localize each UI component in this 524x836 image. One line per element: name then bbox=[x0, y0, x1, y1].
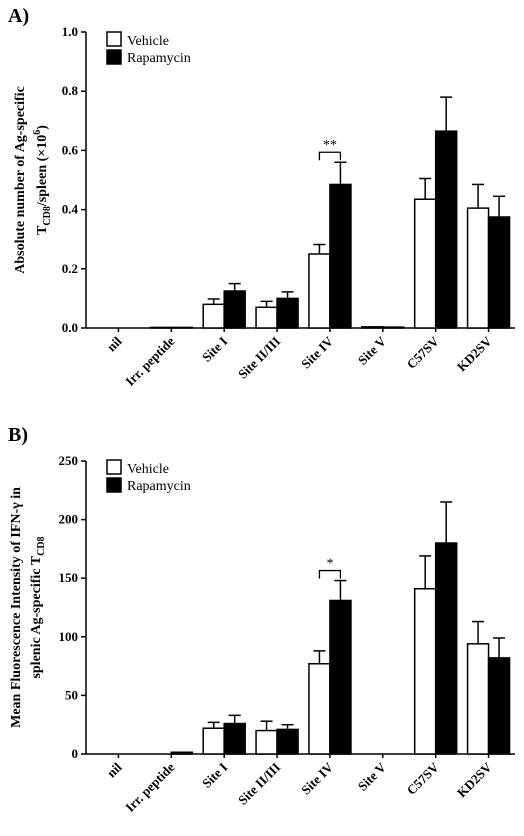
y-tick-label: 0.0 bbox=[62, 320, 78, 335]
y-tick-label: 50 bbox=[65, 687, 78, 702]
x-tick-label: KD2SV bbox=[454, 333, 495, 374]
x-tick-label: nil bbox=[104, 333, 125, 354]
panel-a-ylabel-end: ) bbox=[35, 125, 50, 130]
bar-rapamycin-site-v bbox=[382, 326, 405, 329]
panel-a-ylabel-t: T bbox=[35, 225, 50, 235]
bar-rapamycin-site-i bbox=[223, 290, 246, 329]
x-tick-label: Site V bbox=[355, 759, 390, 794]
panel-b-ylabel-line2: splenic Ag-specific TCD8 bbox=[29, 536, 47, 678]
x-tick-label: Site II/III bbox=[235, 760, 283, 808]
x-tick-label: Site IV bbox=[298, 333, 336, 371]
legend-label-vehicle: Vehicle bbox=[127, 462, 169, 477]
bar-vehicle-c57sv bbox=[413, 587, 437, 755]
x-tick-label: Site V bbox=[355, 333, 390, 368]
y-tick-label: 250 bbox=[59, 453, 79, 468]
legend-label-rapamycin: Rapamycin bbox=[127, 51, 191, 66]
bar-rapamycin-kd2sv bbox=[487, 657, 511, 755]
x-tick-label: nil bbox=[104, 759, 125, 780]
panel-a-ylabel: Absolute number of Ag-specific bbox=[13, 86, 28, 274]
y-tick-label: 0.6 bbox=[62, 142, 79, 157]
bar-rapamycin-c57sv bbox=[434, 542, 458, 755]
x-tick-label: Site II/III bbox=[235, 334, 283, 382]
significance-label: ** bbox=[323, 138, 337, 153]
panel-b-legend: Vehicle Rapamycin bbox=[106, 459, 191, 494]
x-tick-label: Site I bbox=[199, 334, 230, 365]
bar-rapamycin-site-ii-iii bbox=[276, 728, 299, 755]
y-tick-label: 1.0 bbox=[62, 24, 78, 39]
legend-swatch-rapamycin bbox=[106, 49, 122, 65]
legend-swatch-vehicle bbox=[106, 31, 122, 47]
x-tick-label: Irr. peptide bbox=[122, 333, 177, 388]
panel-a-ylabel-sup: 6 bbox=[32, 130, 43, 135]
significance-label: * bbox=[326, 557, 333, 572]
y-tick-label: 100 bbox=[59, 629, 79, 644]
y-tick-label: 0 bbox=[72, 746, 79, 761]
legend-swatch-vehicle bbox=[106, 459, 122, 475]
panel-a-ylabel-line2: TCD8/spleen (×106) bbox=[32, 125, 53, 235]
bar-vehicle-kd2sv bbox=[466, 643, 490, 755]
bar-rapamycin-site-iv bbox=[329, 599, 352, 755]
bar-vehicle-site-iv bbox=[308, 253, 331, 329]
bar-rapamycin-irr-peptide bbox=[170, 326, 194, 329]
panel-a-ylabel-rest: /spleen (×10 bbox=[35, 135, 50, 207]
bar-vehicle-site-ii-iii bbox=[255, 729, 278, 755]
legend-label-vehicle: Vehicle bbox=[127, 34, 169, 49]
panel-a-legend: Vehicle Rapamycin bbox=[106, 31, 191, 66]
bar-rapamycin-site-iv bbox=[329, 183, 352, 329]
bar-vehicle-site-v bbox=[361, 326, 384, 329]
legend-label-rapamycin: Rapamycin bbox=[127, 479, 191, 494]
y-tick-label: 200 bbox=[59, 512, 79, 527]
panel-b-ylabel-line1: Mean Fluorescence Intensity of IFN-γ in bbox=[9, 487, 24, 728]
y-tick-label: 150 bbox=[59, 570, 79, 585]
bar-vehicle-site-ii-iii bbox=[255, 306, 278, 329]
panel-a-label: A) bbox=[8, 5, 29, 27]
panel-a-ylabel-sub: CD8 bbox=[42, 206, 53, 225]
significance-bracket bbox=[318, 569, 342, 579]
panel-b-ylabel-sub: CD8 bbox=[36, 536, 47, 555]
panel-a: A) Absolute number of Ag-specific TCD8/s… bbox=[8, 5, 515, 389]
y-tick-label: 0.4 bbox=[62, 202, 79, 217]
panel-a-ylabel-line1: Absolute number of Ag-specific bbox=[13, 86, 28, 274]
bar-vehicle-kd2sv bbox=[466, 207, 490, 329]
bar-vehicle-site-i bbox=[202, 727, 225, 755]
bar-rapamycin-irr-peptide bbox=[170, 751, 194, 755]
y-tick-label: 0.8 bbox=[62, 83, 79, 98]
x-tick-label: Site I bbox=[199, 760, 230, 791]
x-tick-label: KD2SV bbox=[454, 759, 495, 800]
y-tick-label: 0.2 bbox=[62, 261, 78, 276]
bar-rapamycin-c57sv bbox=[434, 130, 458, 329]
legend-swatch-rapamycin bbox=[106, 477, 122, 493]
bar-rapamycin-site-i bbox=[223, 722, 246, 755]
x-tick-label: Site IV bbox=[298, 759, 336, 797]
bar-vehicle-site-iv bbox=[308, 663, 331, 755]
bar-vehicle-irr-peptide bbox=[149, 326, 173, 329]
x-tick-label: C57SV bbox=[404, 759, 443, 798]
bar-vehicle-c57sv bbox=[413, 198, 437, 329]
x-tick-label: C57SV bbox=[404, 333, 443, 372]
x-tick-label: Irr. peptide bbox=[122, 759, 177, 814]
bar-vehicle-site-i bbox=[202, 303, 225, 329]
panel-b-label: B) bbox=[8, 424, 28, 446]
panel-b-ylabel-main: splenic Ag-specific T bbox=[29, 555, 44, 678]
significance-bracket bbox=[318, 151, 342, 161]
panel-b: B) Mean Fluorescence Intensity of IFN-γ … bbox=[8, 424, 515, 815]
bar-rapamycin-site-ii-iii bbox=[276, 297, 299, 329]
bar-rapamycin-kd2sv bbox=[487, 216, 511, 329]
